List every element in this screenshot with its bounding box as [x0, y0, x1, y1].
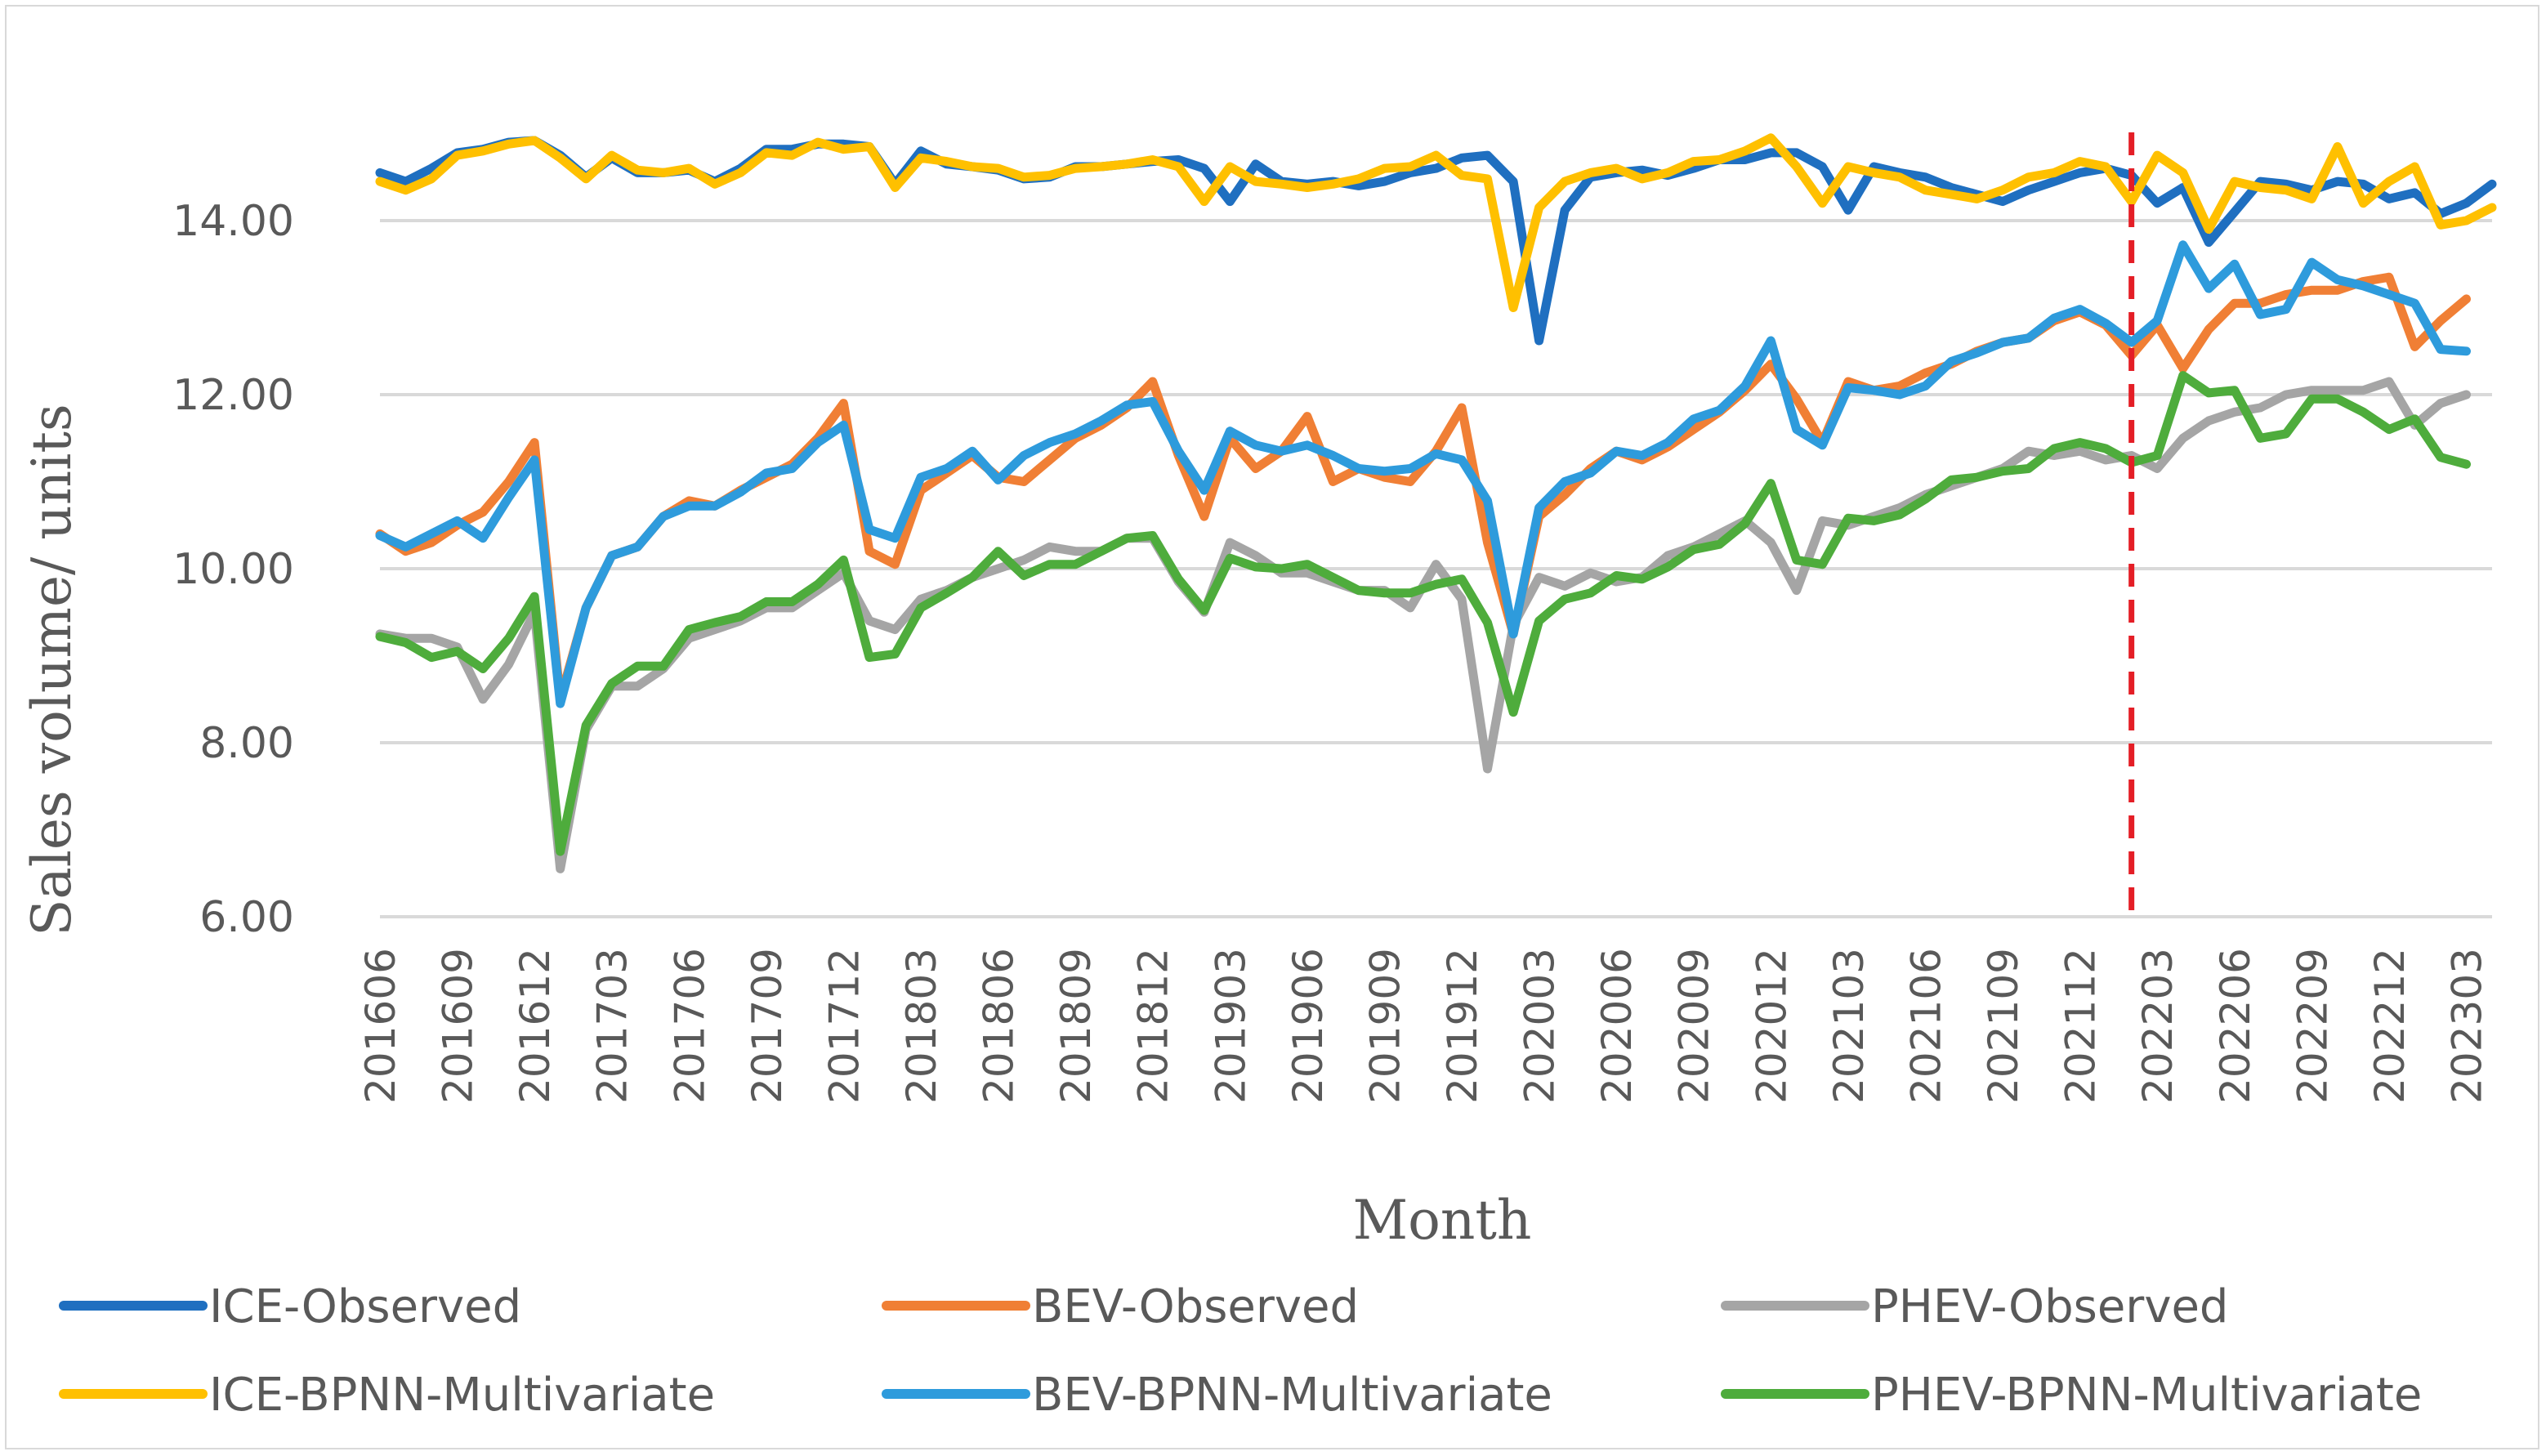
- y-tick-label: 10.00: [172, 545, 294, 594]
- x-tick-label: 201606: [357, 948, 404, 1104]
- x-tick-label: 202203: [2134, 948, 2182, 1104]
- x-tick-label: 201709: [744, 948, 791, 1104]
- legend-label: BEV-Observed: [1032, 1280, 1359, 1333]
- x-tick-label: 202003: [1516, 948, 1564, 1104]
- legend: ICE-Observed BEV-Observed PHEV-Observed ICE…: [59, 1280, 2422, 1422]
- x-tick-label: 201806: [976, 948, 1023, 1104]
- x-tick-label: 202006: [1593, 948, 1641, 1104]
- x-tick-label: 201906: [1284, 948, 1332, 1104]
- x-tick-label: 202103: [1825, 948, 1873, 1104]
- y-tick-label: 8.00: [199, 719, 294, 768]
- series-lines: [375, 133, 2497, 873]
- x-axis-ticks: 201606 201609 201612 201703 201706 201709 2017…: [357, 948, 2490, 1104]
- series-line-ice-bpnn-multivariate: [375, 133, 2497, 312]
- y-axis-ticks: 6.00 8.00 10.00 12.00 14.00: [172, 197, 294, 942]
- legend-label: PHEV-Observed: [1871, 1280, 2228, 1333]
- x-axis-title: Month: [1353, 1189, 1532, 1252]
- x-tick-label: 201903: [1207, 948, 1254, 1104]
- x-tick-label: 202206: [2212, 948, 2259, 1104]
- x-tick-label: 202112: [2057, 948, 2105, 1104]
- y-tick-label: 6.00: [199, 893, 294, 942]
- x-tick-label: 202012: [1748, 948, 1795, 1104]
- x-tick-label: 202209: [2289, 948, 2336, 1104]
- legend-label: ICE-BPNN-Multivariate: [209, 1369, 715, 1422]
- x-tick-label: 202009: [1671, 948, 1718, 1104]
- x-tick-label: 201703: [589, 948, 636, 1104]
- x-tick-label: 201809: [1052, 948, 1100, 1104]
- legend-label: PHEV-BPNN-Multivariate: [1871, 1369, 2422, 1422]
- x-tick-label: 201812: [1130, 948, 1177, 1104]
- legend-label: ICE-Observed: [209, 1280, 521, 1333]
- series-line-phev-bpnn-multivariate: [375, 371, 2471, 856]
- series-line-bev-bpnn-multivariate: [375, 240, 2471, 708]
- x-tick-label: 201612: [511, 948, 559, 1104]
- y-tick-label: 14.00: [172, 197, 294, 246]
- x-tick-label: 202106: [1902, 948, 1950, 1104]
- y-axis-title: Sales volume/ units: [20, 404, 83, 936]
- x-tick-label: 201909: [1361, 948, 1409, 1104]
- x-tick-label: 201803: [898, 948, 945, 1104]
- chart-frame: [5, 5, 2539, 1449]
- legend-label: BEV-BPNN-Multivariate: [1032, 1369, 1552, 1422]
- y-tick-label: 12.00: [172, 371, 294, 420]
- x-tick-label: 201609: [435, 948, 482, 1104]
- x-tick-label: 202109: [1980, 948, 2027, 1104]
- gridlines: [380, 219, 2492, 918]
- x-tick-label: 202303: [2443, 948, 2490, 1104]
- x-tick-label: 201712: [820, 948, 868, 1104]
- x-tick-label: 201912: [1439, 948, 1486, 1104]
- x-tick-label: 201706: [666, 948, 713, 1104]
- x-tick-label: 202212: [2366, 948, 2414, 1104]
